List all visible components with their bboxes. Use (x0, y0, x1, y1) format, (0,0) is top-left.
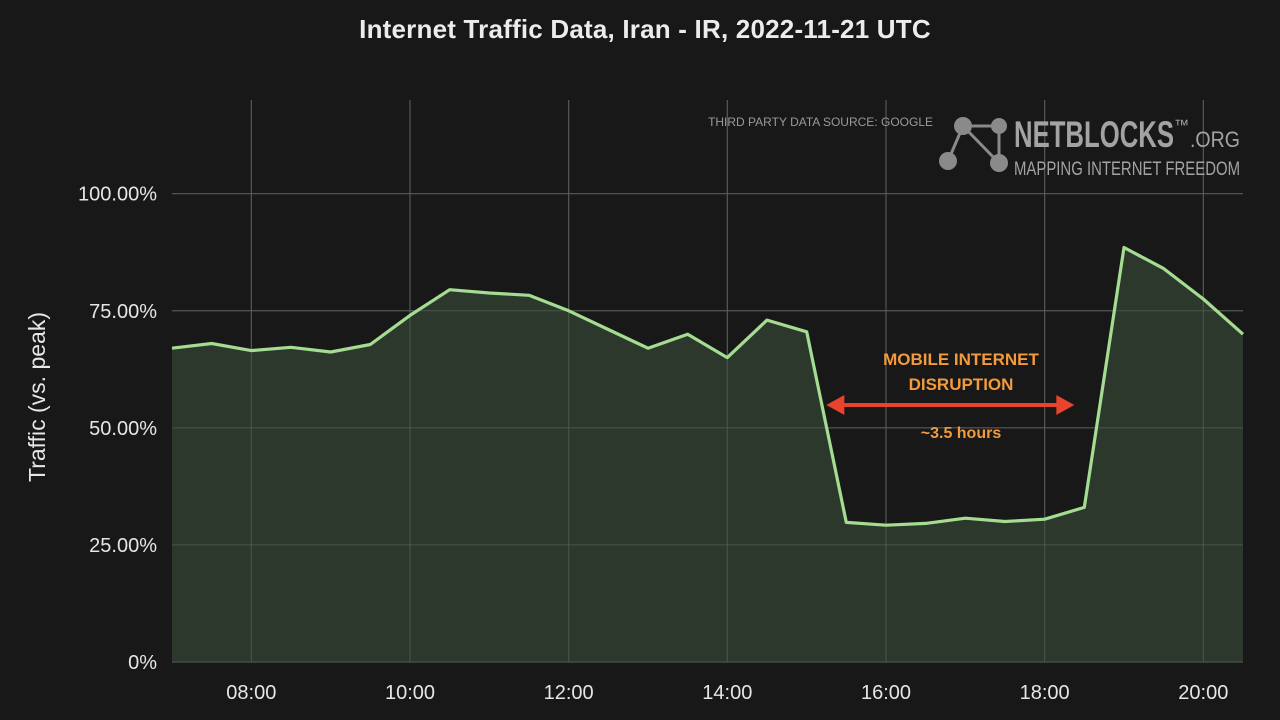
y-axis-label: Traffic (vs. peak) (24, 312, 50, 482)
brand-org: .ORG (1190, 127, 1240, 152)
y-tick-label: 100.00% (78, 184, 157, 206)
x-tick-label: 12:00 (544, 682, 594, 704)
y-tick-label: 25.00% (89, 535, 157, 557)
y-axis: 0% 25.00% 50.00% 75.00% 100.00% (78, 184, 157, 674)
y-tick-label: 75.00% (89, 301, 157, 323)
netblocks-logo-icon (939, 117, 1008, 172)
x-tick-label: 10:00 (385, 682, 435, 704)
traffic-line (171, 245, 1245, 527)
duration-arrow (826, 395, 1075, 415)
x-tick-label: 14:00 (702, 682, 752, 704)
annotation-line2: DISRUPTION (909, 375, 1014, 394)
x-tick-label: 16:00 (861, 682, 911, 704)
annotation-line1: MOBILE INTERNET (883, 350, 1039, 369)
chart-title: Internet Traffic Data, Iran - IR, 2022-1… (359, 14, 931, 44)
x-tick-label: 20:00 (1178, 682, 1228, 704)
arrow-head-right (1056, 395, 1075, 415)
annotation-duration: ~3.5 hours (921, 425, 1002, 442)
disruption-annotation: MOBILE INTERNET DISRUPTION ~3.5 hours (826, 350, 1075, 442)
arrow-head-left (826, 395, 845, 415)
data-source-note: THIRD PARTY DATA SOURCE: GOOGLE (708, 115, 933, 129)
x-axis: 08:00 10:00 12:00 14:00 16:00 18:00 20:00 (226, 682, 1228, 704)
y-tick-label: 0% (128, 652, 157, 674)
x-tick-label: 08:00 (226, 682, 276, 704)
x-tick-label: 18:00 (1020, 682, 1070, 704)
traffic-area (172, 247, 1243, 662)
brand-tm: ™ (1174, 117, 1189, 134)
plot-area (171, 100, 1245, 663)
y-tick-label: 50.00% (89, 418, 157, 440)
brand-tagline: MAPPING INTERNET FREEDOM (1014, 159, 1240, 180)
brand-name: NETBLOCKS (1014, 114, 1174, 155)
